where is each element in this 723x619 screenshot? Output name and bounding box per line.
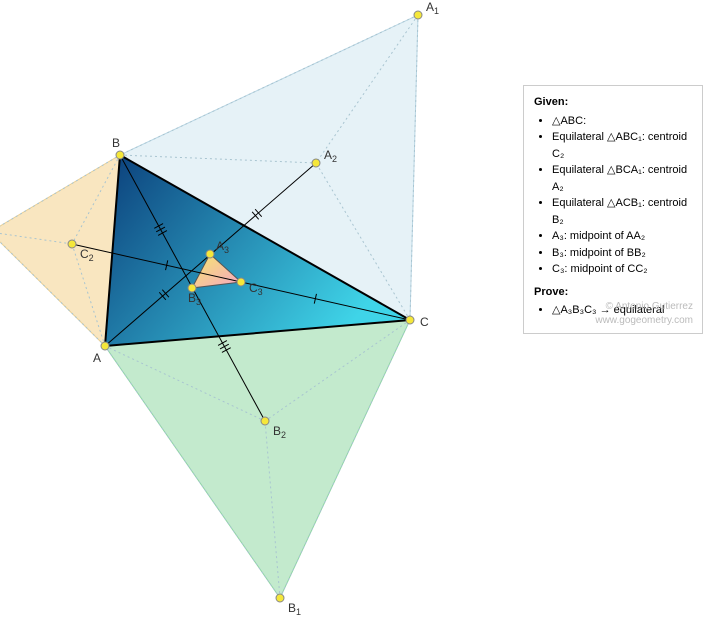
point-A1 — [414, 11, 422, 19]
point-A2 — [312, 159, 320, 167]
given-item: Equilateral △ABC₁: centroid C₂ — [552, 129, 692, 162]
point-A — [101, 342, 109, 350]
point-label-A1: A1 — [426, 0, 439, 16]
point-label-A: A — [93, 351, 101, 365]
given-heading: Given: — [534, 94, 692, 111]
prove-heading: Prove: — [534, 284, 692, 301]
given-prove-box: Given: △ABC:Equilateral △ABC₁: centroid … — [523, 85, 703, 334]
credit-text: © Antonio Gutierrez www.gogeometry.com — [595, 300, 693, 328]
given-item: C₃: midpoint of CC₂ — [552, 261, 692, 278]
point-B — [116, 151, 124, 159]
point-label-B1: B1 — [288, 601, 301, 617]
given-item: Equilateral △ACB₁: centroid B₂ — [552, 195, 692, 228]
point-B2 — [261, 417, 269, 425]
point-C — [406, 316, 414, 324]
point-C2 — [68, 240, 76, 248]
point-C3 — [237, 278, 245, 286]
triangle-ACB1 — [105, 320, 410, 598]
given-item: Equilateral △BCA₁: centroid A₂ — [552, 162, 692, 195]
point-A3 — [206, 250, 214, 258]
given-item: B₃: midpoint of BB₂ — [552, 245, 692, 262]
point-B1 — [276, 594, 284, 602]
credit-line1: © Antonio Gutierrez — [595, 300, 693, 314]
credit-line2: www.gogeometry.com — [595, 314, 693, 328]
given-item: △ABC: — [552, 113, 692, 130]
point-label-C: C — [420, 315, 429, 329]
point-label-B: B — [112, 136, 120, 150]
given-item: A₃: midpoint of AA₂ — [552, 228, 692, 245]
given-list: △ABC:Equilateral △ABC₁: centroid C₂Equil… — [534, 113, 692, 278]
